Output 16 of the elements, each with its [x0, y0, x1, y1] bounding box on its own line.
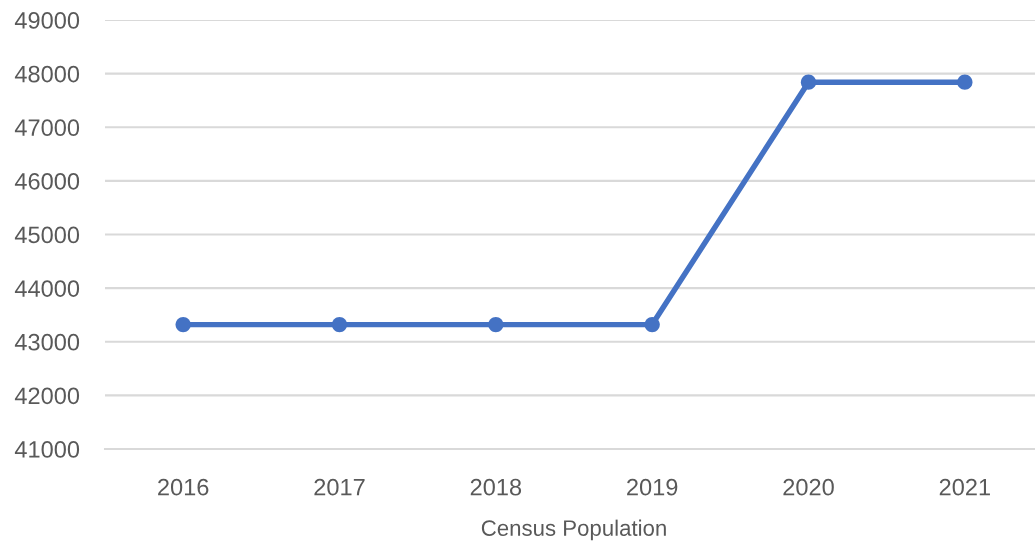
x-tick-label: 2018 [470, 478, 522, 496]
x-tick-label: 2021 [939, 478, 990, 496]
y-tick-label: 42000 [14, 387, 80, 405]
y-tick-label: 44000 [14, 280, 80, 297]
y-tick-label: 47000 [14, 119, 80, 137]
y-tick-label: 43000 [14, 333, 80, 351]
y-tick-label: 41000 [14, 441, 80, 458]
x-axis-title: Census Population [481, 519, 666, 541]
y-tick-label: 48000 [14, 65, 80, 83]
y-tick-label: 45000 [14, 226, 80, 244]
x-tick-label: 2016 [158, 478, 209, 496]
y-tick-label: 49000 [14, 12, 80, 29]
x-tick-label: 2017 [314, 478, 365, 496]
x-tick-label: 2019 [627, 478, 678, 496]
x-tick-label: 2020 [783, 478, 834, 496]
y-tick-label: 46000 [14, 172, 80, 190]
